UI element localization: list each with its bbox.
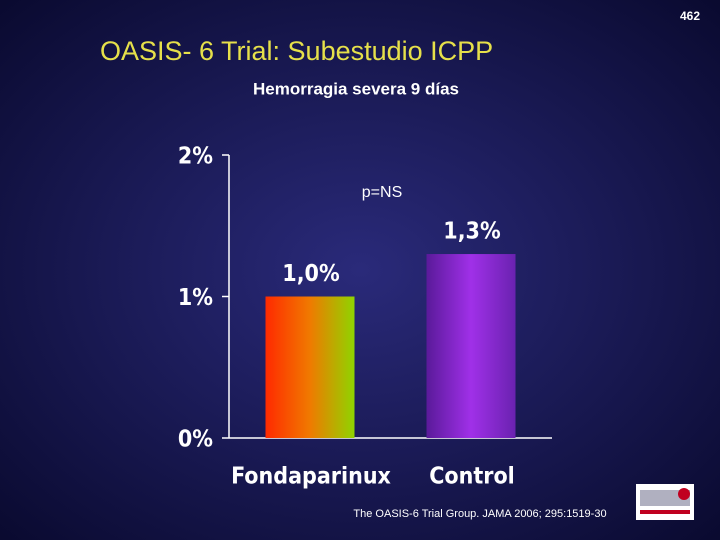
chart-subtitle: Hemorragia severa 9 días <box>253 79 459 98</box>
annotation: p=NS <box>362 184 402 201</box>
bar <box>265 296 355 438</box>
y-tick-label: 0% <box>178 427 213 453</box>
page-number: 462 <box>680 9 700 23</box>
value-label: 1,3% <box>443 219 501 245</box>
x-tick-label: Fondaparinux <box>231 464 391 490</box>
x-tick-label: Control <box>429 464 515 490</box>
y-tick-label: 2% <box>178 144 213 170</box>
value-label: 1,0% <box>282 261 340 287</box>
bar <box>426 254 516 438</box>
logo <box>636 484 694 520</box>
chart-title: OASIS- 6 Trial: Subestudio ICPP <box>100 36 493 66</box>
y-tick-label: 1% <box>178 285 213 311</box>
source: The OASIS-6 Trial Group. JAMA 2006; 295:… <box>353 508 606 520</box>
